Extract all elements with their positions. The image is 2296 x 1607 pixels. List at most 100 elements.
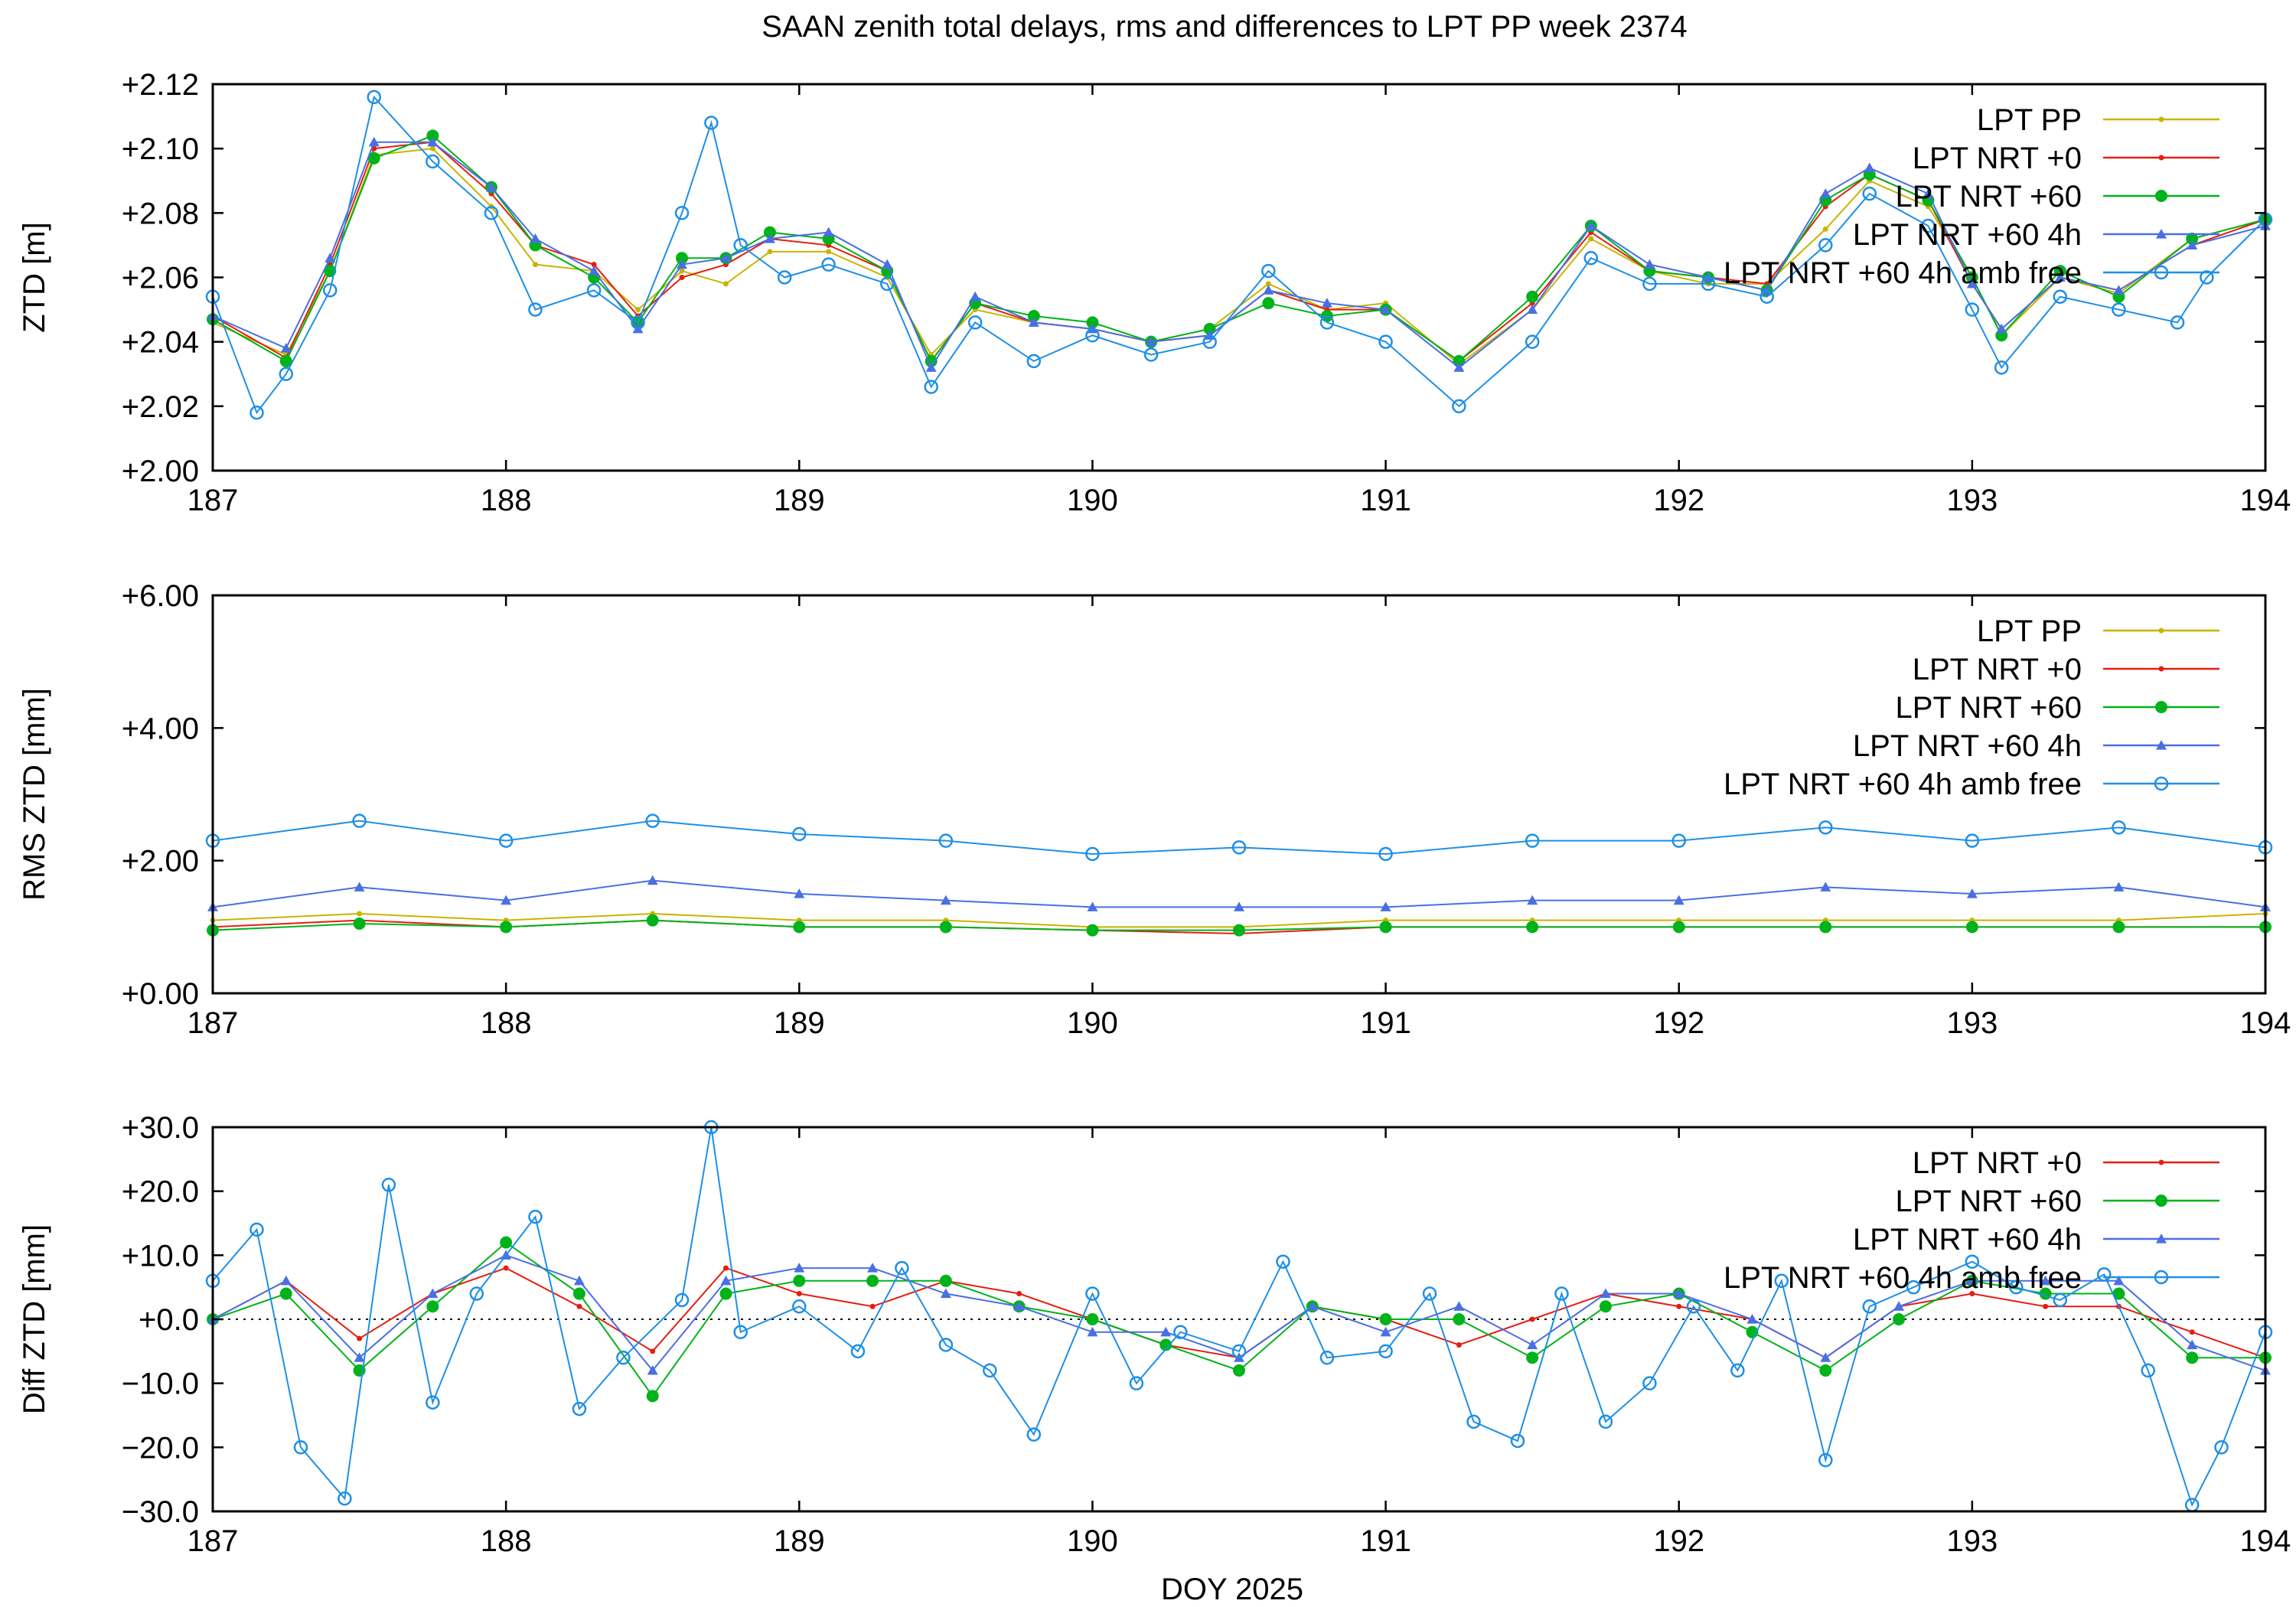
data-point-nrt0 <box>1456 1341 1462 1348</box>
x-tick-label: 187 <box>188 484 239 517</box>
data-point-amb_free <box>704 116 719 130</box>
data-point-amb_free <box>1276 1254 1290 1269</box>
data-point-nrt60_4h <box>1820 188 1831 198</box>
x-tick-label: 189 <box>774 1524 825 1558</box>
legend-label: LPT NRT +60 4h <box>1853 218 2082 252</box>
data-point-amb_free <box>1378 846 1393 862</box>
x-tick-label: 187 <box>188 1524 239 1558</box>
data-point-amb_free <box>1598 1414 1613 1429</box>
data-point-nrt60_4h <box>1600 1288 1611 1299</box>
legend-marker-amb_free <box>2154 776 2169 791</box>
data-point-amb_free <box>1686 1299 1701 1314</box>
data-point-amb_free <box>249 406 264 420</box>
y-tick-label: +30.0 <box>122 1111 199 1145</box>
data-point-amb_free <box>498 833 514 848</box>
data-point-nrt60_4h <box>485 181 497 192</box>
legend: LPT PP LPT NRT +0 LPT NRT +60 LPT NRT +60 4… <box>1724 103 2219 290</box>
data-point-amb_free <box>967 315 983 330</box>
data-point-nrt60_4h <box>1864 162 1875 173</box>
data-point-nrt60_4h <box>501 895 512 905</box>
data-point-nrt60_4h <box>2187 240 2198 250</box>
data-point-nrt60 <box>2186 1351 2199 1364</box>
legend-label: LPT NRT +60 4h <box>1853 1223 2082 1257</box>
x-tick-label: 191 <box>1360 1524 1411 1558</box>
data-point-amb_free <box>2112 820 2126 835</box>
data-point-nrt60_4h <box>925 362 937 372</box>
data-point-pp <box>679 268 685 274</box>
legend-marker-pp <box>2158 116 2164 122</box>
data-point-nrt60_4h <box>354 1352 365 1362</box>
data-point-nrt60_4h <box>2113 882 2125 892</box>
x-tick-label: 190 <box>1067 1006 1118 1040</box>
data-point-amb_free <box>484 206 499 220</box>
data-point-nrt60_4h <box>677 259 688 269</box>
data-point-nrt60 <box>925 354 938 367</box>
legend-label: LPT NRT +60 4h amb free <box>1724 256 2082 290</box>
legend-label: LPT NRT +60 <box>1896 1185 2082 1218</box>
data-point-nrt60_4h <box>1673 895 1684 905</box>
y-tick-label: −30.0 <box>122 1495 199 1529</box>
y-tick-label: +2.04 <box>122 326 199 360</box>
data-point-amb_free <box>426 1395 440 1410</box>
legend-marker-nrt0 <box>2158 666 2164 672</box>
x-tick-label: 192 <box>1653 1006 1704 1040</box>
data-point-nrt60 <box>719 1287 732 1300</box>
data-point-nrt60_4h <box>1746 1314 1758 1324</box>
data-point-nrt60_4h <box>1146 336 1157 347</box>
x-tick-label: 194 <box>2240 1006 2291 1040</box>
data-point-nrt60_4h <box>647 875 658 885</box>
data-point-nrt60 <box>1893 1313 1906 1325</box>
data-point-amb_free <box>616 1350 631 1365</box>
y-axis-label: ZTD [m] <box>18 222 51 332</box>
data-point-nrt60_4h <box>2113 1275 2125 1286</box>
data-point-nrt60 <box>426 1300 439 1313</box>
legend-label: LPT NRT +60 4h <box>1853 729 2082 763</box>
data-point-amb_free <box>1510 1433 1525 1449</box>
data-point-amb_free <box>1965 302 1980 317</box>
data-point-nrt60 <box>1086 924 1099 937</box>
legend-label: LPT NRT +0 <box>1913 142 2082 175</box>
data-point-nrt0 <box>357 1335 363 1341</box>
legend-label: LPT PP <box>1977 103 2082 137</box>
x-tick-label: 193 <box>1946 484 1998 517</box>
data-point-amb_free <box>631 315 645 330</box>
y-tick-label: +2.10 <box>122 132 199 166</box>
data-point-amb_free <box>2009 1279 2024 1295</box>
y-tick-label: +2.00 <box>122 845 199 878</box>
data-point-nrt60 <box>1526 290 1539 303</box>
legend-marker-nrt60_4h <box>2156 740 2167 750</box>
data-point-amb_free <box>2053 289 2068 304</box>
data-point-nrt60_4h <box>1087 1326 1098 1337</box>
data-point-nrt60_4h <box>970 291 981 302</box>
data-point-amb_free <box>338 1491 352 1506</box>
data-point-amb_free <box>1085 1286 1100 1301</box>
data-point-nrt0 <box>591 262 597 268</box>
data-point-amb_free <box>1452 399 1466 414</box>
x-tick-label: 188 <box>481 1006 532 1040</box>
data-point-nrt60_4h <box>1966 1275 1978 1286</box>
data-point-nrt60 <box>500 921 513 934</box>
data-point-nrt60_4h <box>1820 1352 1831 1362</box>
data-point-amb_free <box>1921 218 1936 233</box>
data-point-nrt60 <box>2186 233 2199 245</box>
data-point-amb_free <box>1642 276 1657 292</box>
series-amb_free <box>205 813 2273 862</box>
data-point-pp <box>723 281 729 287</box>
data-point-amb_free <box>381 1178 396 1192</box>
x-tick-label: 193 <box>1946 1524 1998 1558</box>
data-point-amb_free <box>1466 1414 1481 1429</box>
data-point-amb_free <box>2112 302 2126 317</box>
data-point-nrt60 <box>793 921 806 934</box>
data-point-nrt60_4h <box>823 227 834 237</box>
data-point-nrt60_4h <box>1087 901 1098 911</box>
data-point-nrt60_4h <box>1585 220 1596 230</box>
data-point-amb_free <box>1818 1452 1833 1468</box>
data-point-nrt0 <box>1969 1291 1975 1297</box>
data-point-nrt60_4h <box>794 888 805 898</box>
data-point-pp <box>357 911 363 917</box>
data-point-amb_free <box>1231 1344 1247 1359</box>
data-point-nrt60_4h <box>1263 285 1274 295</box>
data-point-nrt60 <box>1819 1364 1832 1377</box>
data-point-amb_free <box>1378 334 1393 349</box>
